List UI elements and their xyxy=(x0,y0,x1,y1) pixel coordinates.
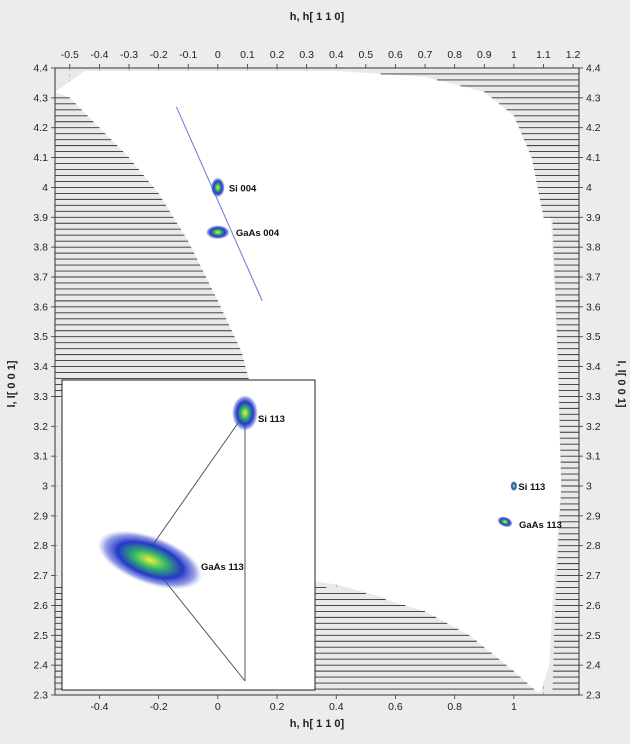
right-tick-label-19: 4.2 xyxy=(586,122,601,134)
bottom-axis-title: h, h[ 1 1 0] xyxy=(290,718,345,730)
bottom-tick-label-5: 0.6 xyxy=(388,701,403,713)
left-tick-label-17: 4 xyxy=(42,182,48,194)
right-tick-label-16: 3.9 xyxy=(586,212,601,224)
hatch-right xyxy=(552,222,579,695)
left-tick-label-18: 4.1 xyxy=(33,152,48,164)
top-tick-label-14: 0.9 xyxy=(477,49,492,61)
right-tick-label-8: 3.1 xyxy=(586,451,601,463)
right-tick-label-18: 4.1 xyxy=(586,152,601,164)
top-tick-label-0: -0.5 xyxy=(61,49,79,61)
top-tick-label-11: 0.6 xyxy=(388,49,403,61)
right-tick-label-4: 2.7 xyxy=(586,570,601,582)
left-tick-label-20: 4.3 xyxy=(33,92,48,104)
left-tick-label-9: 3.2 xyxy=(33,421,48,433)
right-tick-label-21: 4.4 xyxy=(586,63,601,75)
peak-marker-2 xyxy=(510,481,518,491)
inset-peak-gaas113 xyxy=(97,530,203,590)
left-tick-label-19: 4.2 xyxy=(33,122,48,134)
right-tick-label-14: 3.7 xyxy=(586,272,601,284)
right-tick-label-17: 4 xyxy=(586,182,592,194)
bottom-tick-label-3: 0.2 xyxy=(270,701,285,713)
right-tick-label-3: 2.6 xyxy=(586,600,601,612)
right-tick-label-2: 2.5 xyxy=(586,630,601,642)
top-tick-label-10: 0.5 xyxy=(359,49,374,61)
inset-peak-si113 xyxy=(232,395,258,431)
inset-content: Si 113 GaAs 113 xyxy=(97,395,285,682)
inset-frame xyxy=(61,379,316,691)
right-tick-label-11: 3.4 xyxy=(586,361,601,373)
top-tick-label-8: 0.3 xyxy=(299,49,314,61)
left-tick-label-12: 3.5 xyxy=(33,331,48,343)
right-axis-title: l, l[ 0 0 1] xyxy=(615,360,627,407)
left-tick-label-1: 2.4 xyxy=(33,660,48,672)
peak-label-3: GaAs 113 xyxy=(519,520,562,531)
peak-marker-3 xyxy=(497,516,513,528)
bottom-tick-label-0: -0.4 xyxy=(90,701,108,713)
left-tick-label-5: 2.8 xyxy=(33,540,48,552)
left-tick-label-10: 3.3 xyxy=(33,391,48,403)
peak-marker-0 xyxy=(210,177,225,198)
tick-layer: -0.5 -0.4 -0.3 -0.2 -0.1 0 0.1 0.2 0.3 0.4 0.5 0.6 0… xyxy=(33,49,600,713)
top-tick-label-5: 0 xyxy=(215,49,221,61)
left-tick-label-6: 2.9 xyxy=(33,510,48,522)
left-tick-label-2: 2.5 xyxy=(33,630,48,642)
left-tick-label-13: 3.6 xyxy=(33,301,48,313)
plot-frame xyxy=(54,67,580,696)
top-axis-title: h, h[ 1 1 0] xyxy=(290,11,345,23)
peak-layer: Si 004 GaAs 004 Si 113 GaAs 113 xyxy=(175,106,562,531)
right-tick-label-10: 3.3 xyxy=(586,391,601,403)
bottom-tick-label-1: -0.2 xyxy=(150,701,168,713)
peak-label-2: Si 113 xyxy=(518,482,545,493)
top-tick-label-3: -0.2 xyxy=(150,49,168,61)
inset-zoom: Si 113 GaAs 113 xyxy=(61,379,316,691)
inaccessible-left-wedge xyxy=(55,91,254,397)
left-tick-label-14: 3.7 xyxy=(33,272,48,284)
analyzer-streak xyxy=(175,106,263,302)
right-tick-label-20: 4.3 xyxy=(586,92,601,104)
hatch-top-right xyxy=(271,68,579,218)
top-tick-label-2: -0.3 xyxy=(120,49,138,61)
inset-line-left xyxy=(144,412,246,557)
top-tick-label-15: 1 xyxy=(511,49,517,61)
top-tick-label-1: -0.4 xyxy=(90,49,108,61)
left-tick-label-7: 3 xyxy=(42,481,48,493)
right-tick-label-7: 3 xyxy=(586,481,592,493)
inset-label-si113: Si 113 xyxy=(258,414,285,425)
top-tick-label-16: 1.1 xyxy=(536,49,551,61)
left-tick-label-3: 2.6 xyxy=(33,600,48,612)
right-tick-label-6: 2.9 xyxy=(586,510,601,522)
right-tick-label-15: 3.8 xyxy=(586,242,601,254)
left-tick-label-8: 3.1 xyxy=(33,451,48,463)
bottom-tick-label-6: 0.8 xyxy=(447,701,462,713)
bottom-tick-label-7: 1 xyxy=(511,701,517,713)
right-tick-label-5: 2.8 xyxy=(586,540,601,552)
left-tick-label-0: 2.3 xyxy=(33,690,48,702)
top-tick-label-13: 0.8 xyxy=(447,49,462,61)
top-tick-label-4: -0.1 xyxy=(179,49,197,61)
inset-label-gaas113: GaAs 113 xyxy=(201,562,244,573)
top-tick-label-9: 0.4 xyxy=(329,49,344,61)
left-tick-label-21: 4.4 xyxy=(33,63,48,75)
left-tick-label-16: 3.9 xyxy=(33,212,48,224)
right-tick-label-0: 2.3 xyxy=(586,690,601,702)
top-tick-label-6: 0.1 xyxy=(240,49,255,61)
left-tick-label-11: 3.4 xyxy=(33,361,48,373)
left-tick-label-4: 2.7 xyxy=(33,570,48,582)
right-tick-label-1: 2.4 xyxy=(586,660,601,672)
peak-marker-1 xyxy=(205,225,230,240)
right-tick-label-12: 3.5 xyxy=(586,331,601,343)
right-tick-label-13: 3.6 xyxy=(586,301,601,313)
top-tick-label-7: 0.2 xyxy=(270,49,285,61)
bottom-tick-label-4: 0.4 xyxy=(329,701,344,713)
peak-label-1: GaAs 004 xyxy=(236,228,280,239)
top-tick-label-12: 0.7 xyxy=(418,49,433,61)
bottom-tick-label-2: 0 xyxy=(215,701,221,713)
peak-label-0: Si 004 xyxy=(229,183,257,194)
left-axis-title: l, l[ 0 0 1] xyxy=(6,360,18,407)
left-tick-label-15: 3.8 xyxy=(33,242,48,254)
top-tick-label-17: 1.2 xyxy=(566,49,581,61)
inaccessible-top-right xyxy=(271,68,579,218)
right-tick-label-9: 3.2 xyxy=(586,421,601,433)
